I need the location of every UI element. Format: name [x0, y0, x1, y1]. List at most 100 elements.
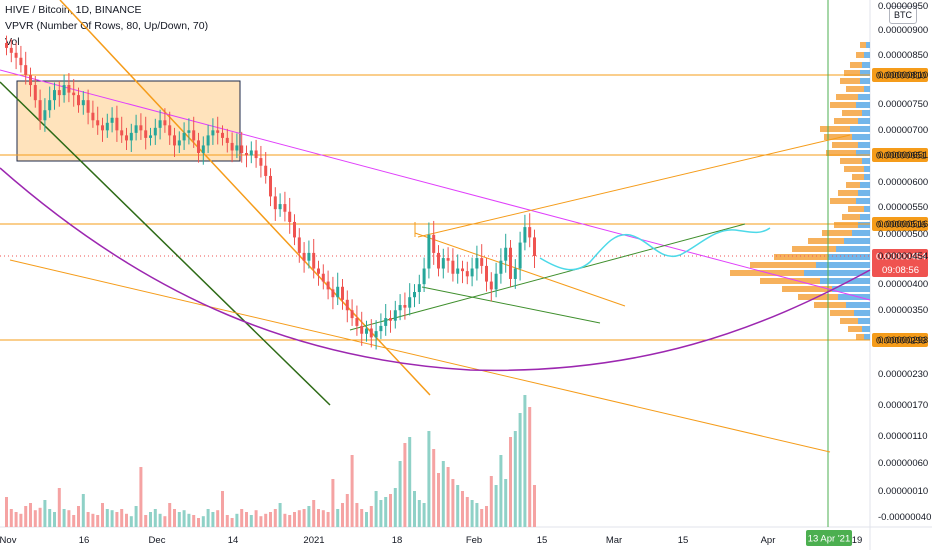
vpvr-bar-up: [858, 94, 870, 100]
vpvr-bar-up: [864, 174, 870, 180]
volume-bar: [120, 509, 124, 527]
currency-button[interactable]: BTC: [889, 6, 917, 24]
candle-down: [5, 42, 8, 48]
candle-down: [192, 130, 196, 141]
price-tag: [872, 68, 928, 82]
candle-up: [417, 284, 421, 292]
candle-up: [158, 120, 162, 128]
candle-up: [182, 132, 186, 141]
volume-bar: [96, 515, 100, 527]
candle-up: [235, 145, 239, 151]
volume-bar: [456, 485, 460, 527]
time-axis-label: Feb: [466, 535, 482, 546]
last-price-tag: [872, 249, 928, 277]
volume-bar: [240, 509, 244, 527]
candle-down: [120, 130, 124, 136]
vpvr-bar-down: [840, 78, 860, 84]
candle-down: [77, 95, 80, 106]
volume-bar: [24, 506, 28, 527]
candle-down: [489, 281, 493, 290]
price-axis-label: 0.00000950: [878, 1, 928, 12]
candle-down: [369, 328, 373, 338]
price-tag: [872, 333, 928, 347]
candle-up: [129, 132, 133, 141]
candle-up: [374, 331, 378, 338]
volume-bar: [67, 510, 71, 527]
volume-bar: [72, 515, 76, 527]
volume-bar: [254, 510, 258, 527]
volume-bar: [528, 407, 532, 527]
vpvr-bar-up: [862, 158, 870, 164]
price-axis-label: 0.00000850: [878, 50, 928, 61]
price-axis-label: 0.00000700: [878, 125, 928, 136]
candle-down: [533, 237, 536, 256]
price-axis-label: 0.00000400: [878, 279, 928, 290]
date-marker-tag: [806, 530, 852, 546]
candle-up: [365, 328, 368, 334]
candle-down: [264, 165, 268, 176]
candle-down: [101, 125, 104, 131]
volume-bar: [81, 494, 85, 527]
volume-bar: [336, 509, 340, 527]
candle-down: [326, 281, 330, 290]
price-axis-label: 0.00000110: [878, 431, 928, 442]
volume-bar: [278, 503, 282, 527]
vpvr-bar-up: [854, 310, 870, 316]
vpvr-bar-up: [856, 150, 870, 156]
projected-path-curve: [539, 227, 771, 271]
volume-bar: [206, 509, 210, 527]
magenta-resistance-line: [0, 69, 871, 301]
vpvr-bar-down: [782, 286, 832, 292]
candle-down: [197, 140, 200, 153]
volume-bar: [307, 506, 311, 527]
vpvr-bar-down: [860, 42, 866, 48]
vpvr-bar-up: [862, 62, 870, 68]
volume-bar: [355, 503, 359, 527]
candle-up: [475, 258, 479, 269]
last-price-label: 0.00000454: [876, 252, 926, 263]
volume-bar: [33, 510, 37, 527]
vpvr-bar-down: [820, 126, 850, 132]
candle-down: [451, 260, 455, 274]
vpvr-bar-up: [856, 198, 870, 204]
volume-bar: [187, 513, 191, 527]
vpvr-bar-down: [822, 230, 852, 236]
volume-bar: [470, 500, 474, 527]
candle-up: [494, 273, 498, 290]
vpvr-bar-up: [836, 246, 870, 252]
vpvr-bar-down: [846, 182, 860, 188]
volume-bar: [504, 479, 508, 527]
volume-bar: [139, 467, 143, 527]
rounding-bottom-curve: [0, 167, 871, 372]
candle-down: [72, 92, 76, 96]
candle-down: [125, 135, 128, 141]
price-axis-label: 0.00000810: [878, 70, 928, 81]
candle-up: [206, 135, 210, 146]
candle-down: [293, 221, 296, 238]
volume-bar: [288, 515, 292, 527]
volume-bar: [216, 510, 220, 527]
time-axis-label: Apr: [761, 535, 776, 546]
candle-down: [350, 310, 354, 319]
volume-bar: [125, 513, 128, 527]
volume-bar: [283, 513, 287, 527]
vpvr-bar-up: [816, 262, 870, 268]
volume-bar: [509, 437, 512, 527]
candle-down: [19, 57, 23, 66]
candle-up: [110, 117, 114, 123]
candle-down: [341, 286, 344, 300]
candle-up: [187, 130, 191, 133]
volume-bar: [489, 476, 493, 527]
price-axis-label: 0.00000516: [878, 219, 928, 230]
volume-bar: [230, 518, 234, 527]
candle-up: [249, 150, 253, 156]
volume-bar: [235, 513, 239, 527]
candle-down: [288, 211, 292, 222]
vpvr-bar-up: [860, 78, 870, 84]
volume-bar: [513, 431, 517, 527]
vpvr-bar-down: [832, 142, 858, 148]
candle-down: [312, 252, 316, 269]
vpvr-bar-down: [844, 70, 860, 76]
vpvr-indicator-label[interactable]: VPVR (Number Of Rows, 80, Up/Down, 70): [5, 20, 209, 32]
